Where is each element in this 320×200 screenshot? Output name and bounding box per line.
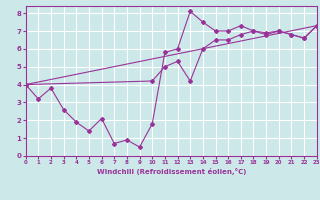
X-axis label: Windchill (Refroidissement éolien,°C): Windchill (Refroidissement éolien,°C) [97,168,246,175]
